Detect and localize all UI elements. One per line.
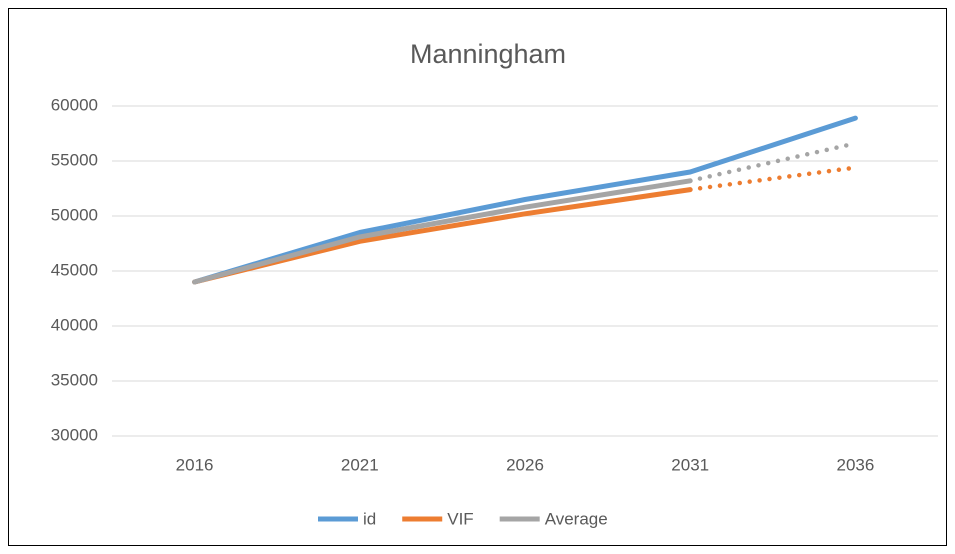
y-tick-label: 55000 <box>51 150 98 169</box>
y-tick-label: 30000 <box>51 425 98 444</box>
legend-label: Average <box>545 509 608 528</box>
y-tick-label: 50000 <box>51 205 98 224</box>
series-line <box>192 115 858 285</box>
legend-label: id <box>363 509 376 528</box>
x-tick-label: 2031 <box>671 455 709 474</box>
y-tick-label: 45000 <box>51 260 98 279</box>
series-line-dotted <box>687 141 858 184</box>
x-tick-label: 2021 <box>341 455 379 474</box>
chart-title: Manningham <box>410 39 566 69</box>
chart-border <box>8 8 947 546</box>
series-line <box>192 178 693 285</box>
x-tick-label: 2036 <box>836 455 874 474</box>
x-tick-label: 2026 <box>506 455 544 474</box>
y-tick-label: 60000 <box>51 95 98 114</box>
series-line-dotted <box>687 165 858 192</box>
y-tick-label: 35000 <box>51 370 98 389</box>
x-tick-label: 2016 <box>176 455 214 474</box>
legend-label: VIF <box>447 509 473 528</box>
y-tick-label: 40000 <box>51 315 98 334</box>
